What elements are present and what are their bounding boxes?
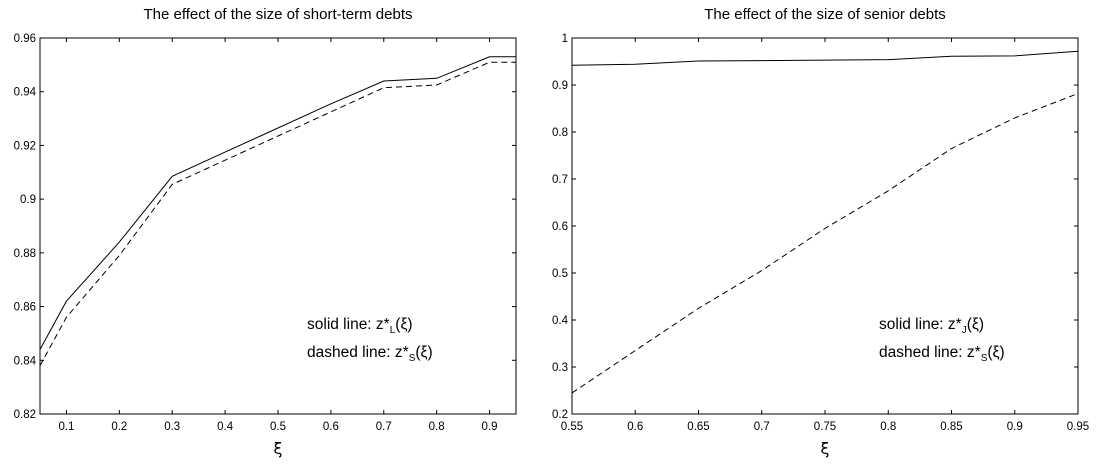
legend-dashed-text: dashed line: z*	[307, 344, 409, 361]
chart-panel-short-term: The effect of the size of short-term deb…	[14, 6, 517, 458]
legend-solid-suffix: (ξ)	[967, 316, 984, 333]
y-tick-label: 0.4	[552, 315, 569, 327]
x-tick-label: 0.3	[164, 421, 180, 433]
y-tick-label: 1	[562, 33, 568, 45]
y-tick-label: 0.96	[14, 33, 36, 45]
y-tick-label: 0.8	[552, 127, 568, 139]
chart-title: The effect of the size of senior debts	[704, 6, 946, 23]
x-tick-label: 0.8	[880, 421, 896, 433]
legend-solid: solid line: z*J(ξ)	[879, 316, 984, 336]
y-tick-label: 0.9	[552, 80, 568, 92]
y-tick-label: 0.6	[552, 221, 568, 233]
y-tick-label: 0.2	[552, 409, 568, 421]
series-line-solid	[571, 50, 1079, 66]
x-tick-label: 0.95	[1067, 421, 1089, 433]
x-tick-label: 0.1	[58, 421, 74, 433]
y-tick-label: 0.5	[552, 268, 568, 280]
legend-dashed-subscript: S	[409, 353, 416, 364]
legend-dashed: dashed line: z*S(ξ)	[307, 344, 433, 364]
x-tick-label: 0.4	[217, 421, 234, 433]
y-tick-label: 0.7	[552, 174, 568, 186]
x-tick-label: 0.8	[429, 421, 445, 433]
x-tick-label: 0.7	[376, 421, 392, 433]
x-tick-label: 0.6	[627, 421, 643, 433]
x-tick-label: 0.2	[111, 421, 127, 433]
legend-solid-text: solid line: z*	[879, 316, 962, 333]
y-tick-label: 0.92	[14, 140, 36, 152]
y-tick-label: 0.84	[14, 355, 37, 367]
y-tick-label: 0.88	[14, 248, 36, 260]
y-tick-label: 0.9	[20, 194, 36, 206]
legend-solid-suffix: (ξ)	[395, 316, 412, 333]
legend-dashed: dashed line: z*S(ξ)	[879, 344, 1005, 364]
legend-solid-subscript: J	[962, 325, 967, 336]
legend-dashed-suffix: (ξ)	[987, 344, 1004, 361]
legend-solid: solid line: z*L(ξ)	[307, 316, 413, 336]
legend-dashed-subscript: S	[981, 353, 988, 364]
y-tick-label: 0.82	[14, 409, 36, 421]
chart-panel-senior: The effect of the size of senior debts 0.…	[552, 6, 1089, 458]
x-tick-label: 0.7	[754, 421, 770, 433]
legend-dashed-text: dashed line: z*	[879, 344, 981, 361]
x-tick-label: 0.9	[1007, 421, 1023, 433]
legend-solid-subscript: L	[390, 325, 396, 336]
legend-solid-text: solid line: z*	[307, 316, 390, 333]
x-tick-label: 0.65	[687, 421, 709, 433]
x-axis-label: ξ	[274, 439, 283, 458]
x-tick-label: 0.6	[323, 421, 339, 433]
plot-frame	[39, 37, 517, 415]
y-tick-label: 0.94	[14, 87, 37, 99]
x-axis-label: ξ	[821, 439, 830, 458]
y-tick-label: 0.86	[14, 302, 36, 314]
chart-title: The effect of the size of short-term deb…	[143, 6, 412, 23]
x-tick-label: 0.85	[940, 421, 962, 433]
series-line-solid	[39, 56, 516, 350]
legend-dashed-suffix: (ξ)	[415, 344, 432, 361]
series-line-dashed	[571, 93, 1079, 394]
x-tick-label: 0.5	[270, 421, 286, 433]
x-tick-label: 0.55	[561, 421, 583, 433]
x-tick-label: 0.75	[814, 421, 836, 433]
y-tick-label: 0.3	[552, 362, 568, 374]
x-tick-label: 0.9	[482, 421, 498, 433]
series-line-dashed	[39, 61, 516, 366]
